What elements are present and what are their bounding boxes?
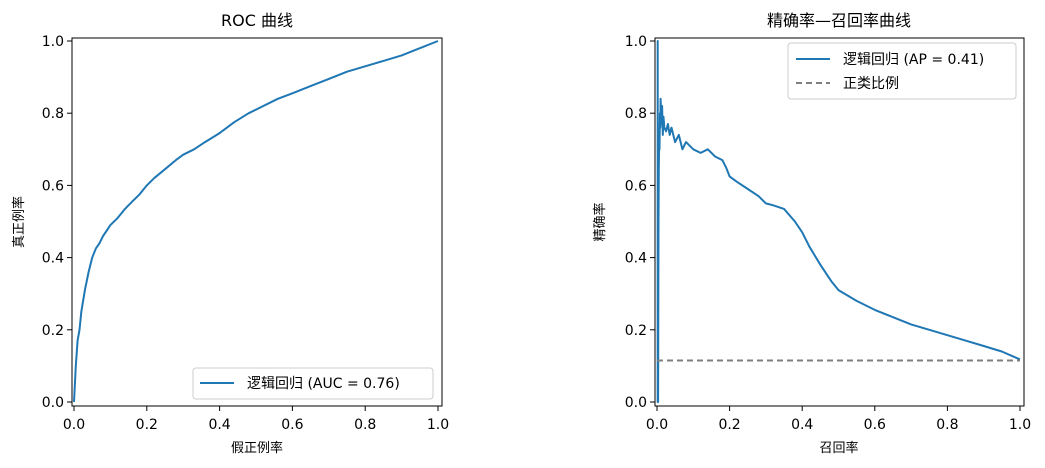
pr-y-tick-label: 0.0 [625,395,647,411]
roc-x-tick-label: 0.4 [208,417,230,433]
pr-legend-label-logistic: 逻辑回归 (AP = 0.41) [843,51,984,68]
pr-x-tick-label: 0.8 [936,417,958,433]
pr-y-tick-label: 0.6 [625,178,647,194]
roc-y-axis-label: 真正例率 [11,196,27,248]
pr-x-axis-label: 召回率 [819,440,858,456]
pr-legend-box [787,42,1017,100]
roc-x-tick-label: 0.2 [136,417,158,433]
pr-y-tick-label: 0.8 [625,106,647,122]
pr-x-tick-label: 1.0 [1009,417,1031,433]
roc-y-tick-label: 0.4 [42,251,64,267]
pr-y-tick-label: 0.4 [625,251,647,267]
roc-y-tick-label: 0.6 [42,178,64,194]
roc-x-tick-label: 1.0 [427,417,449,433]
roc-x-tick-label: 0.6 [281,417,303,433]
roc-y-tick-label: 1.0 [42,34,64,50]
roc-chart: ROC 曲线 0.0 0.2 0.4 0.6 0.8 1.0 0.0 0.2 0.4 0.6 0.8… [11,11,449,456]
pr-plot-area [656,40,1021,403]
roc-x-axis-label: 假正例率 [231,440,283,456]
roc-series-0-line [73,40,439,403]
pr-chart: 精确率—召回率曲线 0.0 0.2 0.4 0.6 0.8 1.0 0.0 0.2 0.4 0.6… [592,11,1031,456]
roc-x-tick-label: 0.0 [63,417,85,433]
roc-x-tick-label: 0.8 [354,417,376,433]
roc-legend: 逻辑回归 (AUC = 0.76) [192,367,434,400]
pr-legend-label-baseline: 正类比例 [843,76,899,92]
roc-y-tick-label: 0.0 [42,395,64,411]
pr-chart-title: 精确率—召回率曲线 [767,11,911,30]
roc-chart-title: ROC 曲线 [221,11,293,30]
pr-x-tick-label: 0.2 [718,417,740,433]
pr-x-tick-label: 0.6 [864,417,886,433]
pr-y-tick-label: 0.2 [625,323,647,339]
pr-y-tick-label: 1.0 [625,34,647,50]
roc-axes-frame [71,37,443,407]
roc-y-tick-label: 0.8 [42,106,64,122]
roc-legend-box [192,367,434,400]
pr-x-tick-label: 0.4 [791,417,813,433]
pr-ticks: 0.0 0.2 0.4 0.6 0.8 1.0 0.0 0.2 0.4 0.6 0.8 1.0 [625,34,1031,433]
roc-ticks: 0.0 0.2 0.4 0.6 0.8 1.0 0.0 0.2 0.4 0.6 0.8 1.0 [42,34,449,433]
pr-series-0-line [656,40,1021,403]
pr-x-tick-label: 0.0 [646,417,668,433]
roc-plot-area [73,40,439,403]
roc-y-tick-label: 0.2 [42,323,64,339]
pr-axes-frame [654,37,1025,407]
pr-y-axis-label: 精确率 [592,202,608,241]
pr-legend: 逻辑回归 (AP = 0.41) 正类比例 [787,42,1017,100]
roc-legend-label: 逻辑回归 (AUC = 0.76) [247,375,400,392]
